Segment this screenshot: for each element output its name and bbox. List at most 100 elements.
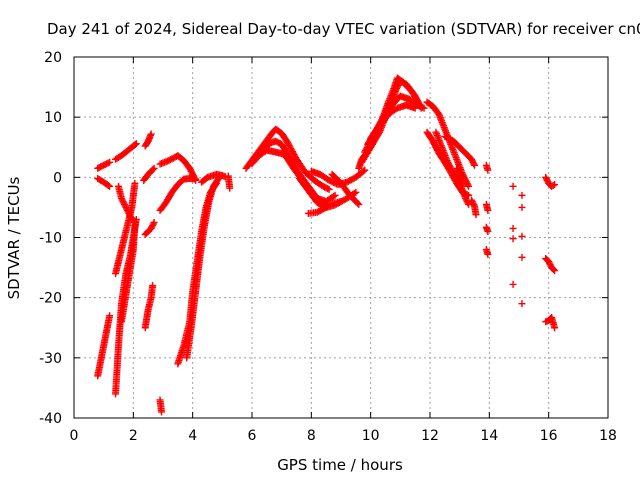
data-point [471,161,478,169]
series-arc-ao [482,246,492,258]
data-point [484,206,492,214]
data-point [549,181,557,189]
data-point [518,191,526,199]
series-arc-aq [509,224,517,232]
x-tick-label: 2 [129,428,138,444]
data-point [284,138,292,146]
data-point [518,300,526,308]
x-tick-label: 0 [70,428,79,444]
data-point [518,203,526,211]
data-point [158,408,166,416]
series-arc-au [518,203,526,211]
data-point [354,199,362,207]
series-arc-i [141,282,157,332]
data-point [551,181,559,189]
data-point [325,185,333,193]
data-point [509,235,517,243]
data-point [359,167,367,175]
data-point [551,324,559,332]
x-tick-label: 12 [421,428,439,444]
data-point [470,160,478,168]
data-point [192,175,200,183]
data-point [355,200,363,208]
data-point [484,250,492,258]
x-tick-label: 6 [248,428,257,444]
y-axis-label: SDTVAR / TECUs [5,176,23,299]
data-point [472,211,480,219]
data-point [106,158,114,166]
series-arc-ai [441,132,478,169]
x-tick-label: 14 [480,428,498,444]
series-arc-af [423,98,473,190]
series-arc-ae [367,101,419,142]
data-point [150,218,158,226]
series-arc-ay [542,173,559,190]
y-tick-label: -30 [39,351,62,367]
data-point [104,182,112,190]
data-point [321,204,329,212]
x-tick-label: 18 [599,428,617,444]
data-point [330,192,338,200]
data-point [324,185,332,193]
series-arc-x [304,203,330,217]
y-tick-label: 20 [44,50,62,66]
data-point [518,232,526,240]
series-arc-as [509,280,517,288]
data-point [362,145,370,153]
data-point [484,166,492,174]
series-arc-f [117,221,139,326]
data-point [291,152,299,160]
data-point [518,253,526,261]
data-point [104,159,112,167]
x-tick-label: 4 [188,428,197,444]
data-point [411,104,419,112]
series-arc-ap [509,182,517,190]
series-arc-j [141,130,155,150]
data-point [226,184,234,192]
data-point [459,182,467,190]
data-points [94,74,559,416]
data-point [106,182,114,190]
series-arc-k [140,164,158,184]
data-point [509,280,517,288]
series-arc-l [141,218,158,238]
data-point [484,227,492,235]
series-arc-b [94,175,114,190]
series-arc-n [156,152,200,184]
series-arc-al [482,161,492,174]
series-arc-o [156,175,200,214]
data-point [509,182,517,190]
data-point [132,140,140,148]
data-point [284,140,292,148]
data-point [419,103,427,111]
series-arc-aw [518,253,526,261]
series-arc-ax [518,300,526,308]
data-point [147,130,155,138]
series-arc-av [518,232,526,240]
series-arc-z [328,170,363,208]
data-point [470,201,478,209]
data-point [131,218,139,226]
x-tick-label: 8 [307,428,316,444]
data-point [420,104,428,112]
axis-ticks [73,56,609,419]
data-point [286,143,294,151]
series-arc-q [183,173,223,362]
y-tick-label: -10 [39,231,62,247]
data-point [149,166,157,174]
data-point [551,267,559,275]
y-tick-label: -40 [39,411,62,427]
series-arc-at [518,191,526,199]
series-arc-a [94,158,114,172]
data-point [131,140,139,148]
data-point [130,217,138,225]
chart-title: Day 241 of 2024, Sidereal Day-to-day VTE… [47,20,640,38]
series-arc-g [115,182,139,226]
series-arc-aj [453,164,467,190]
series-arc-am [482,200,492,214]
series-arc-h [112,140,140,163]
series-arc-m [156,396,166,416]
y-tick-label: 10 [44,110,62,126]
data-point [106,312,114,320]
